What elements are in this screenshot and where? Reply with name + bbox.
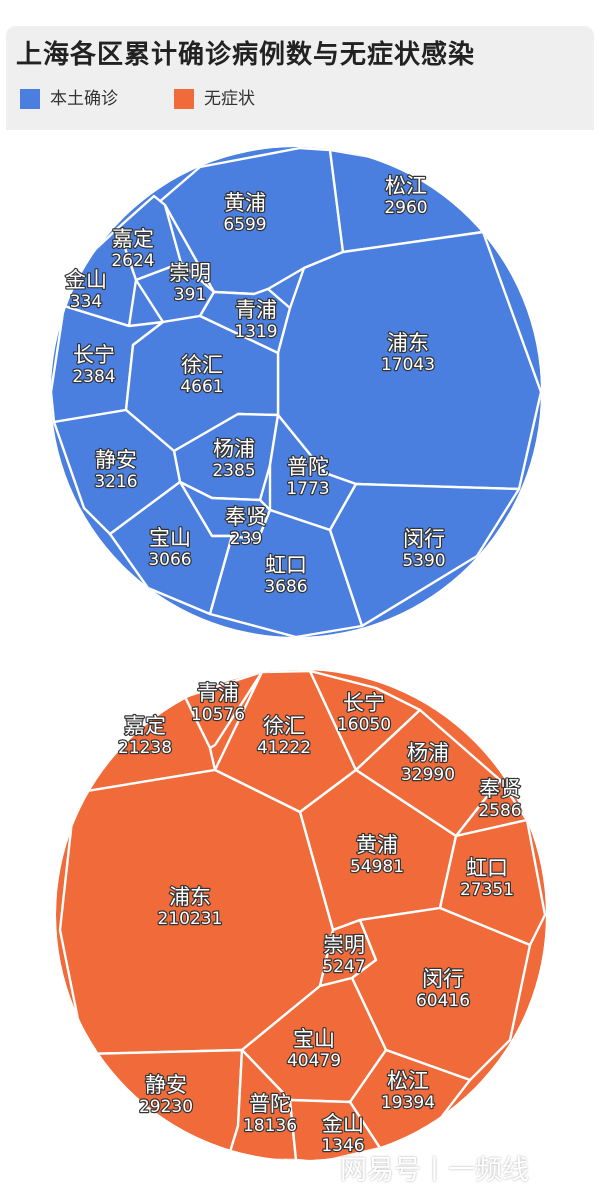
cell-value-label: 2385 [212, 461, 255, 481]
cell-name-label: 嘉定 [124, 714, 166, 738]
cell-name-label: 徐汇 [263, 714, 305, 738]
cell-value-label: 54981 [350, 857, 404, 877]
cell-value-label: 29230 [139, 1097, 193, 1117]
cell-value-label: 2960 [384, 198, 427, 218]
cell-name-label: 杨浦 [407, 741, 449, 765]
cells-group [56, 670, 546, 1162]
cell-value-label: 1346 [321, 1136, 364, 1156]
cell-虹口[interactable] [208, 508, 364, 637]
cell-name-label: 黄浦 [356, 833, 398, 857]
cell-name-label: 嘉定 [112, 227, 154, 251]
cell-value-label: 3066 [148, 550, 191, 570]
chart-title: 上海各区累计确诊病例数与无症状感染 [16, 40, 476, 70]
chart-header [6, 26, 594, 130]
cell-name-label: 青浦 [197, 681, 239, 705]
cell-value-label: 5247 [322, 957, 365, 977]
cell-name-label: 普陀 [249, 1092, 291, 1116]
cell-value-label: 334 [70, 292, 102, 312]
cell-name-label: 松江 [387, 1069, 429, 1093]
cell-value-label: 6599 [223, 215, 266, 235]
cell-name-label: 崇明 [323, 933, 365, 957]
cell-value-label: 41222 [257, 738, 311, 758]
cell-金山[interactable] [288, 1098, 382, 1162]
legend-label-asymptomatic: 无症状 [204, 89, 255, 109]
watermark: 网易号丨一频线 [340, 1155, 529, 1186]
cell-value-label: 5390 [402, 551, 445, 571]
cell-value-label: 3216 [94, 472, 137, 492]
cell-name-label: 崇明 [169, 261, 211, 285]
cell-name-label: 闵行 [422, 967, 464, 991]
cell-name-label: 青浦 [235, 298, 277, 322]
cell-value-label: 4661 [180, 377, 223, 397]
cell-虹口[interactable] [438, 818, 546, 947]
cell-name-label: 静安 [95, 448, 137, 472]
cell-value-label: 17043 [381, 355, 435, 375]
legend-swatch-asymptomatic [174, 89, 194, 109]
cell-value-label: 210231 [158, 909, 223, 929]
cell-name-label: 金山 [322, 1112, 364, 1136]
cell-name-label: 浦东 [387, 331, 429, 355]
cell-name-label: 黄浦 [224, 191, 266, 215]
cell-name-label: 虹口 [466, 856, 508, 880]
cell-value-label: 21238 [118, 738, 172, 758]
cell-value-label: 18136 [243, 1116, 297, 1136]
cell-value-label: 32990 [401, 765, 455, 785]
cell-name-label: 奉贤 [225, 505, 267, 529]
cell-name-label: 宝山 [293, 1027, 335, 1051]
cell-name-label: 长宁 [343, 691, 385, 715]
legend-label-confirmed: 本土确诊 [50, 89, 118, 109]
cell-value-label: 1773 [286, 479, 329, 499]
cell-value-label: 10576 [191, 705, 245, 725]
cell-name-label: 普陀 [287, 455, 329, 479]
cell-value-label: 239 [230, 529, 262, 549]
cell-name-label: 奉贤 [479, 777, 521, 801]
cell-name-label: 徐汇 [181, 353, 223, 377]
cell-name-label: 静安 [145, 1073, 187, 1097]
cell-value-label: 16050 [337, 715, 391, 735]
legend-swatch-confirmed [20, 89, 40, 109]
cell-name-label: 闵行 [403, 527, 445, 551]
cell-name-label: 浦东 [169, 885, 211, 909]
cell-value-label: 1319 [234, 322, 277, 342]
cell-name-label: 长宁 [73, 343, 115, 367]
cell-value-label: 60416 [416, 991, 470, 1011]
cell-value-label: 2586 [478, 801, 521, 821]
cell-name-label: 杨浦 [213, 437, 255, 461]
cell-name-label: 金山 [65, 268, 107, 292]
cell-value-label: 40479 [287, 1051, 341, 1071]
cell-value-label: 2624 [111, 251, 154, 271]
cell-value-label: 2384 [72, 367, 115, 387]
cells-group [51, 147, 541, 637]
cell-value-label: 3686 [264, 577, 307, 597]
cell-name-label: 虹口 [265, 553, 307, 577]
cell-value-label: 27351 [460, 880, 514, 900]
cell-闵行[interactable] [328, 482, 521, 628]
cell-name-label: 宝山 [149, 526, 191, 550]
cell-value-label: 391 [174, 285, 206, 305]
cell-name-label: 松江 [385, 174, 427, 198]
cell-value-label: 19394 [381, 1093, 435, 1113]
